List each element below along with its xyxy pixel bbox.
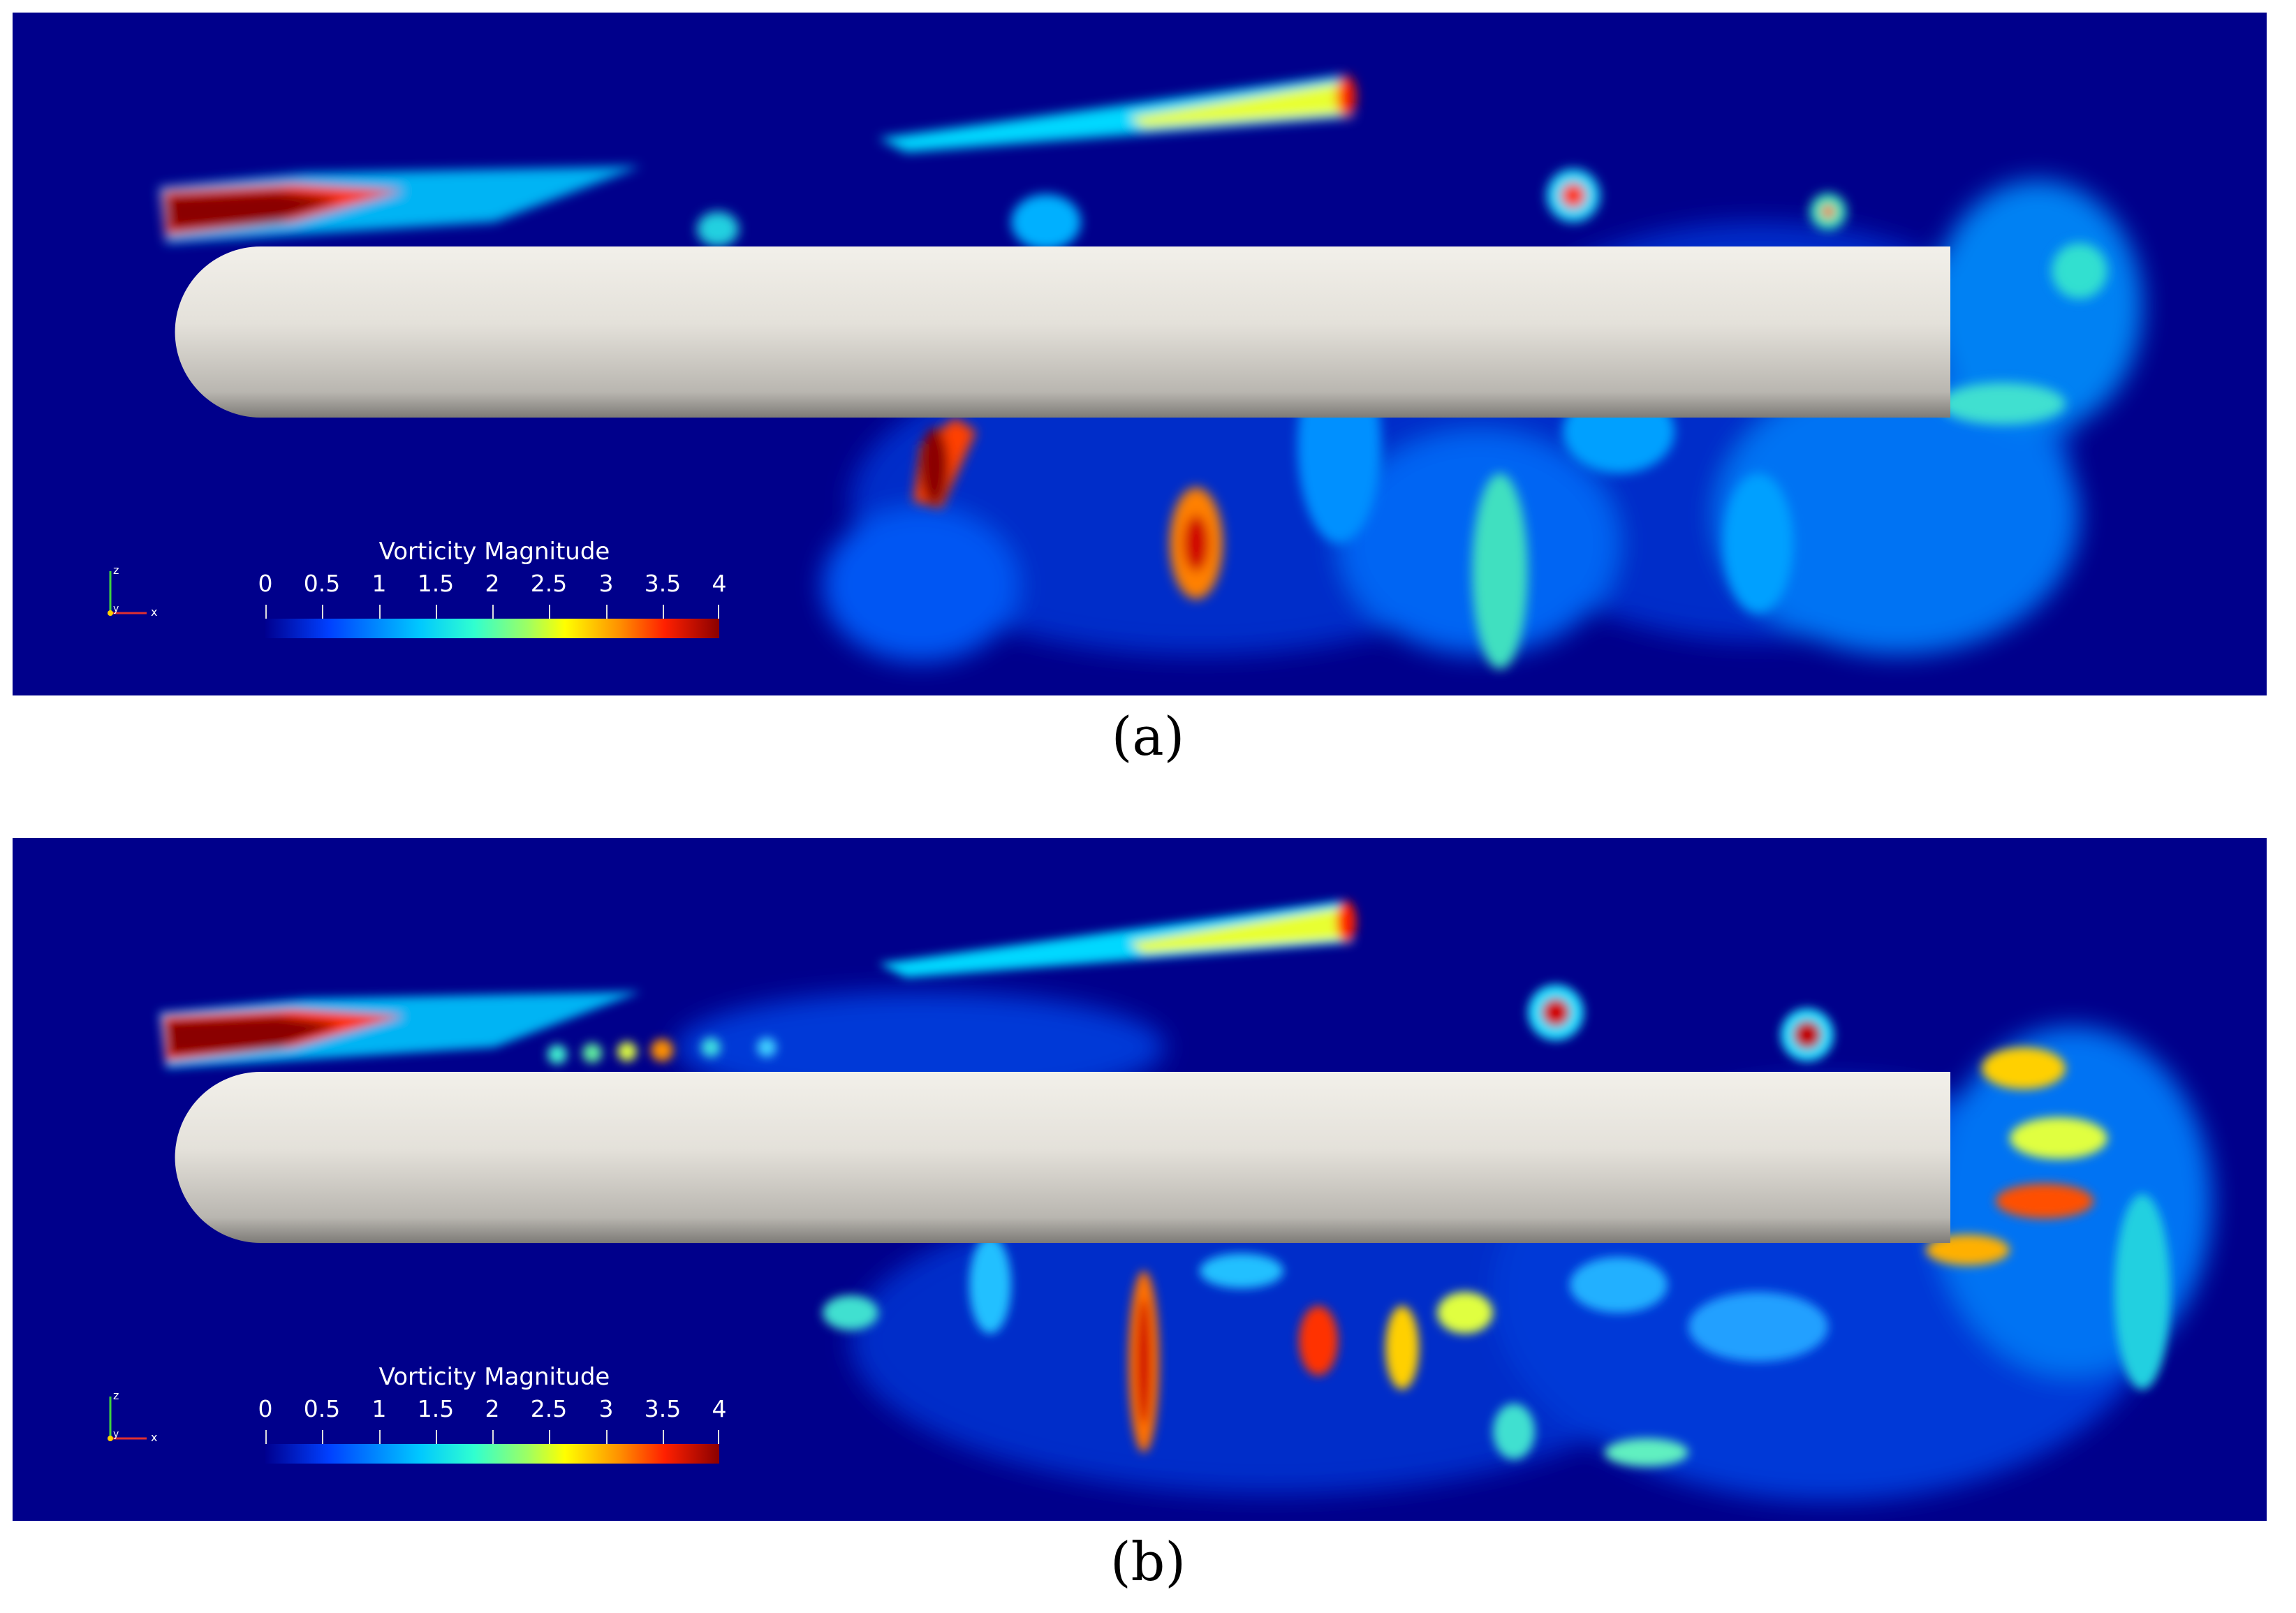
axis-label-x: x xyxy=(151,1431,157,1444)
colorbar-tick-mark xyxy=(436,605,437,619)
colorbar-tick-mark xyxy=(322,605,323,619)
colorbar-tick: 3.5 xyxy=(644,570,682,597)
colorbar-tick-mark xyxy=(718,1430,719,1444)
colorbar-tick: 3 xyxy=(598,570,614,597)
panel-a-caption: (a) xyxy=(1111,705,1185,767)
capsule-body xyxy=(175,246,1950,418)
panel-a-visualization: z y x Vorticity Magnitude 0 0.5 1 1.5 2 … xyxy=(13,13,2267,695)
colorbar-tick-labels: 0 0.5 1 1.5 2 2.5 3 3.5 4 xyxy=(250,570,739,601)
colorbar-tick: 2 xyxy=(485,1395,500,1422)
colorbar-tick: 1.5 xyxy=(417,570,455,597)
colorbar-tick-mark xyxy=(606,605,608,619)
orientation-axes: z y x xyxy=(96,1383,166,1452)
colorbar-tick: 0.5 xyxy=(303,570,341,597)
colorbar-tick-mark xyxy=(606,1430,608,1444)
panel-b-caption: (b) xyxy=(1110,1531,1186,1593)
colorbar-tick-mark xyxy=(549,605,550,619)
colorbar-tick-mark xyxy=(265,1430,267,1444)
colorbar-tick: 2 xyxy=(485,570,500,597)
colorbar-tick-mark xyxy=(379,605,381,619)
colorbar-tick-mark xyxy=(379,1430,381,1444)
colorbar-tick-mark xyxy=(265,605,267,619)
colorbar-a: Vorticity Magnitude 0 0.5 1 1.5 2 2.5 3 … xyxy=(250,538,739,642)
colorbar-gradient xyxy=(265,619,719,638)
colorbar-tick-mark xyxy=(322,1430,323,1444)
colorbar-tick: 3 xyxy=(598,1395,614,1422)
colorbar-tick: 1.5 xyxy=(417,1395,455,1422)
colorbar-tick-labels: 0 0.5 1 1.5 2 2.5 3 3.5 4 xyxy=(250,1395,739,1426)
colorbar-tick-mark xyxy=(492,1430,494,1444)
colorbar-tick: 0 xyxy=(258,1395,273,1422)
colorbar-tick-mark xyxy=(436,1430,437,1444)
colorbar-gradient xyxy=(265,1444,719,1464)
colorbar-tick-mark xyxy=(663,1430,664,1444)
colorbar-tick: 0 xyxy=(258,570,273,597)
colorbar-title: Vorticity Magnitude xyxy=(378,538,610,566)
axis-label-y: y xyxy=(113,1429,119,1440)
colorbar-tick-mark xyxy=(718,605,719,619)
colorbar-b: Vorticity Magnitude 0 0.5 1 1.5 2 2.5 3 … xyxy=(250,1363,739,1468)
colorbar-tick-mark xyxy=(549,1430,550,1444)
vorticity-field-b xyxy=(159,901,2212,1501)
colorbar-tick: 1 xyxy=(371,1395,387,1422)
capsule-body xyxy=(175,1072,1950,1243)
colorbar-tick: 1 xyxy=(371,570,387,597)
orientation-axes: z y x xyxy=(96,557,166,627)
panel-b-visualization: z y x Vorticity Magnitude 0 0.5 1 1.5 2 … xyxy=(13,838,2267,1521)
colorbar-title: Vorticity Magnitude xyxy=(378,1363,610,1391)
vorticity-field-a xyxy=(159,75,2142,669)
colorbar-tick: 2.5 xyxy=(530,570,568,597)
colorbar-tick: 2.5 xyxy=(530,1395,568,1422)
axis-label-z: z xyxy=(113,564,119,577)
axis-label-x: x xyxy=(151,605,157,619)
colorbar-tick: 4 xyxy=(712,1395,727,1422)
colorbar-tick: 0.5 xyxy=(303,1395,341,1422)
axis-label-y: y xyxy=(113,603,119,614)
axis-label-z: z xyxy=(113,1389,119,1402)
colorbar-tick-mark xyxy=(663,605,664,619)
colorbar-tick: 3.5 xyxy=(644,1395,682,1422)
colorbar-tick: 4 xyxy=(712,570,727,597)
colorbar-tick-mark xyxy=(492,605,494,619)
